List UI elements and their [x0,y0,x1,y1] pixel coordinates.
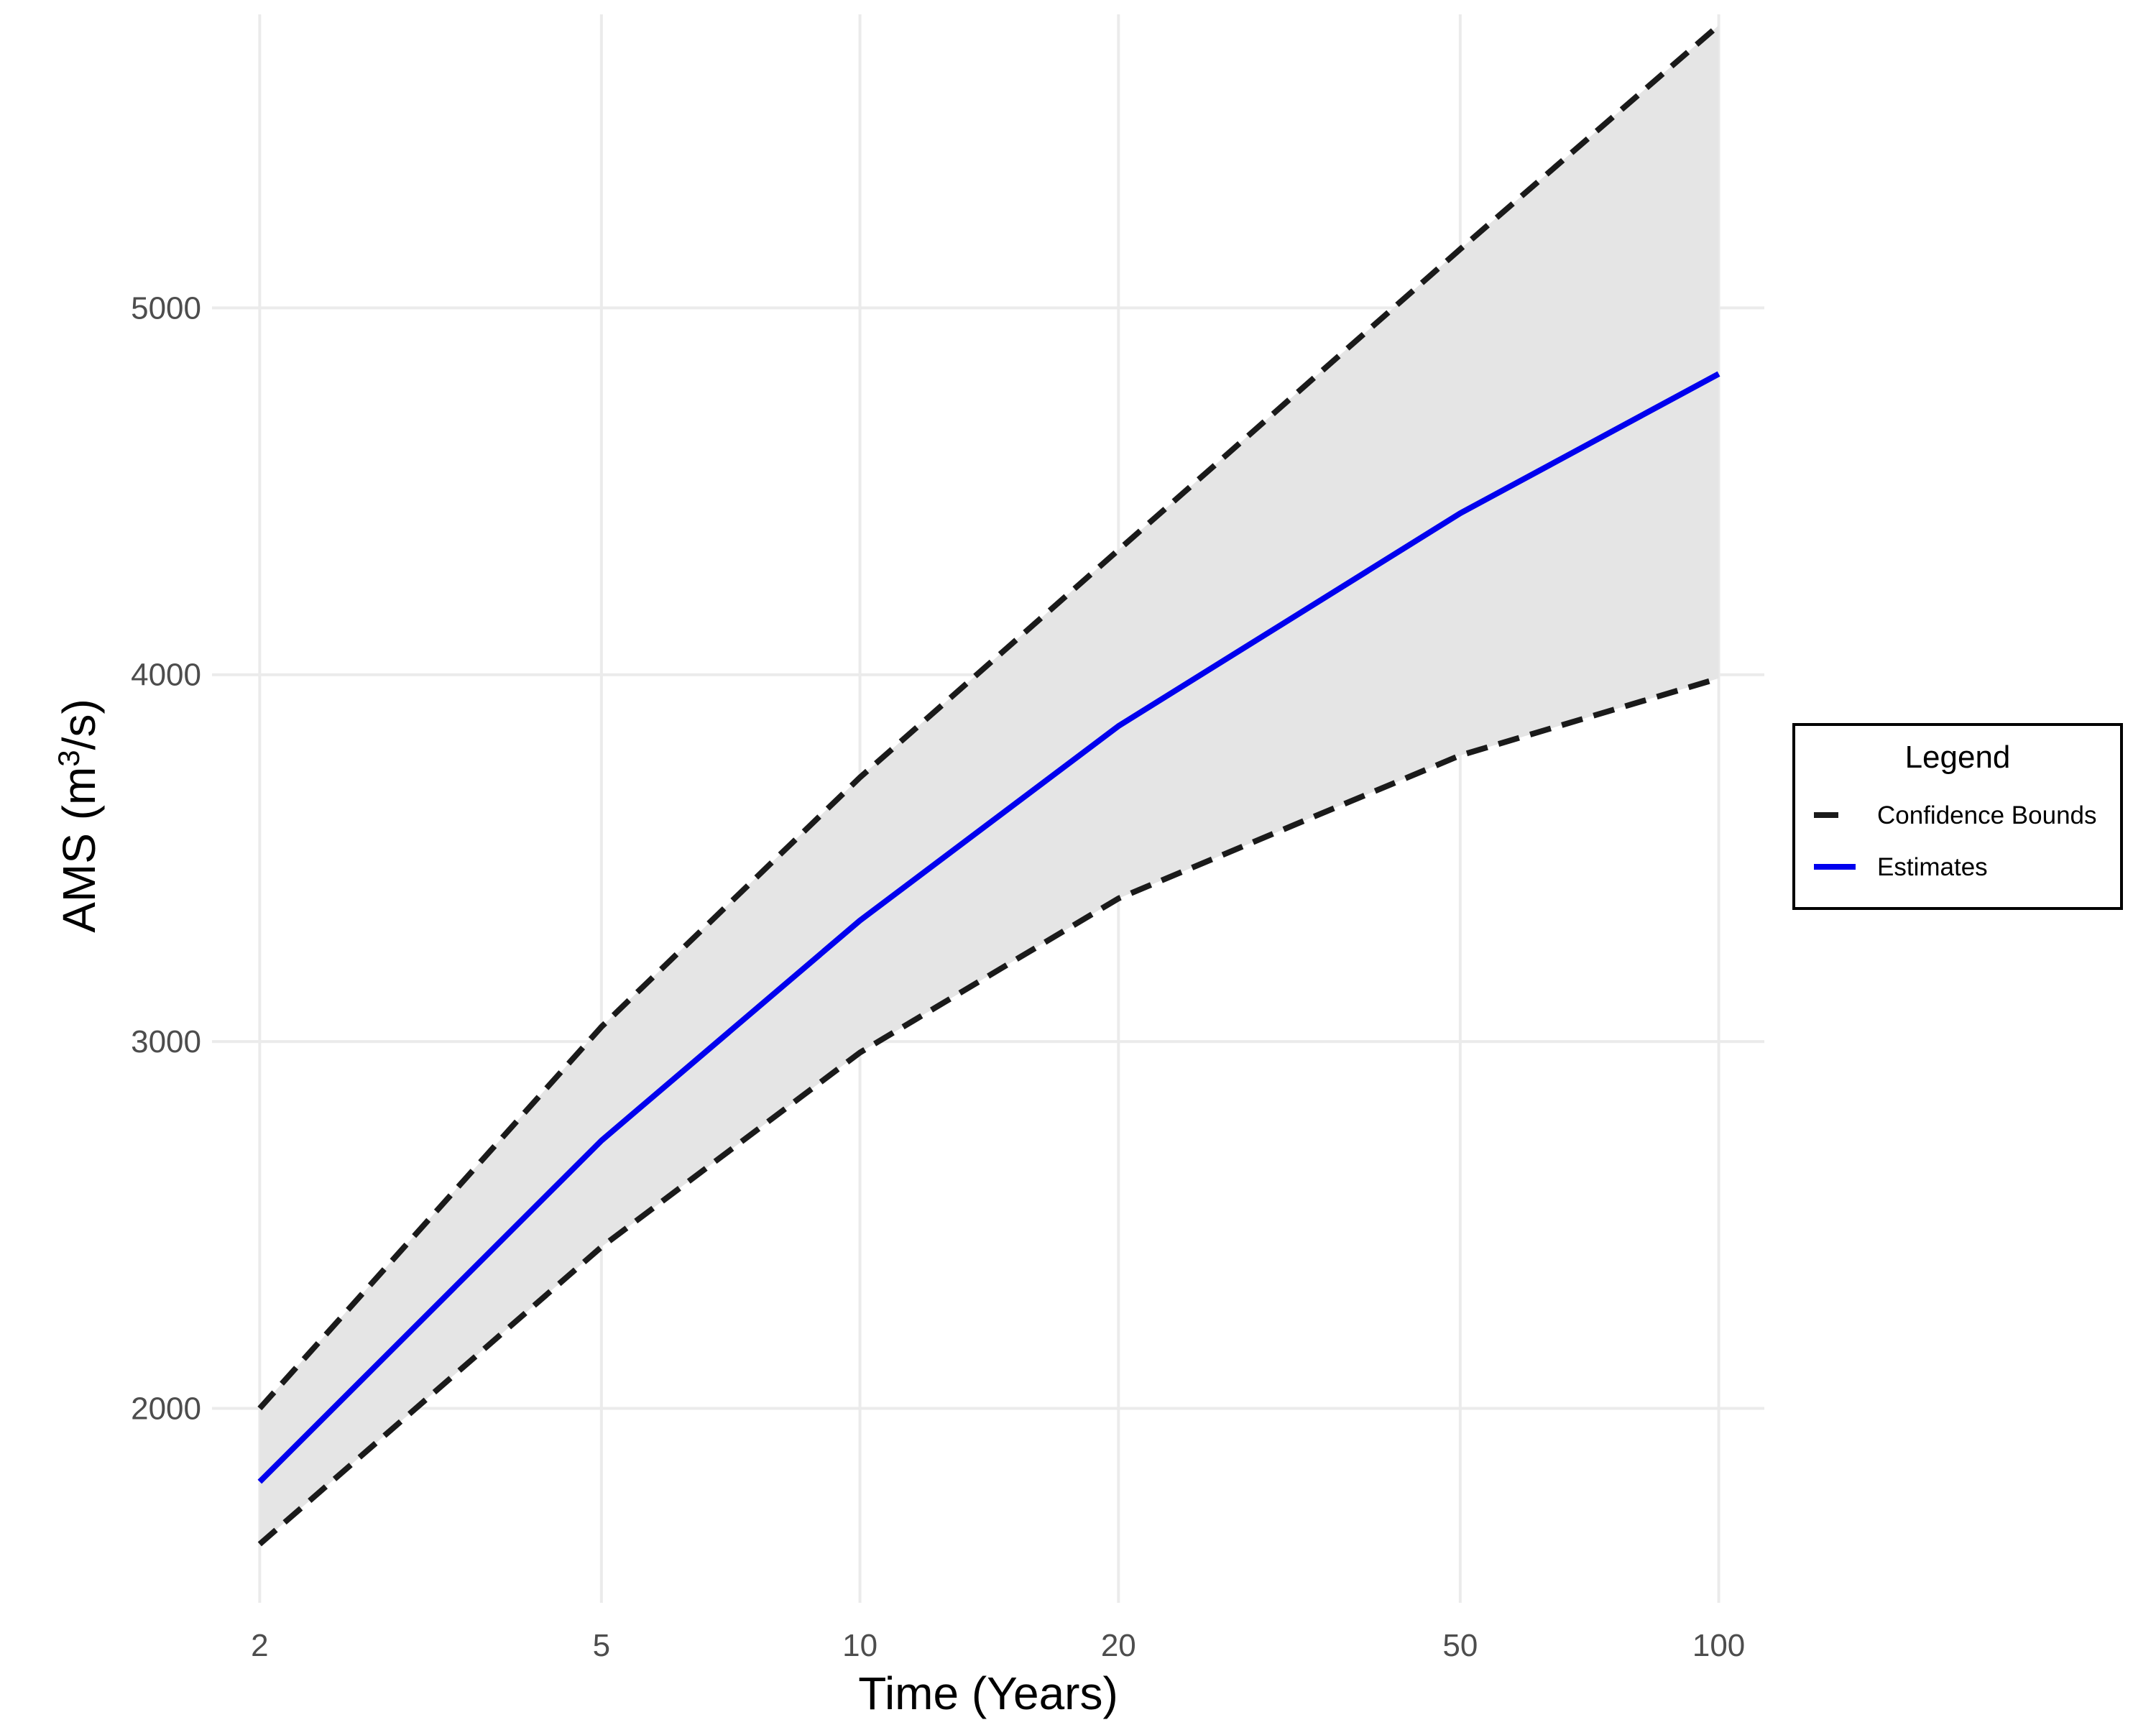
y-tick-label: 3000 [131,1024,201,1059]
gridlines [212,14,1764,1603]
x-tick-label: 2 [251,1628,268,1663]
data-point-estimates [1457,510,1463,516]
series-line-estimates [257,371,1720,1484]
x-tick-label: 10 [842,1628,877,1663]
legend-title: Legend [1905,740,2011,775]
tick-labels: 2000 3000 4000 5000 2 5 10 20 50 100 [131,290,1745,1663]
data-point-confidence-bounds-lower [857,1049,863,1055]
data-point-confidence-bounds-upper [257,1405,262,1411]
x-tick-label: 100 [1692,1628,1745,1663]
x-tick-label: 20 [1101,1628,1136,1663]
data-point-estimates [1716,371,1722,377]
y-tick-label: 2000 [131,1391,201,1426]
data-point-estimates [599,1138,604,1144]
x-tick-label: 5 [593,1628,610,1663]
y-axis-title: AMS (m3/s) [52,699,105,933]
data-point-confidence-bounds-lower [1457,753,1463,758]
data-point-estimates [257,1479,262,1485]
x-tick-label: 50 [1442,1628,1478,1663]
series-layer [257,22,1722,1547]
y-axis-title-suffix: /s) [53,699,105,750]
legend: Legend Confidence Bounds Estimates [1792,723,2123,910]
series-line-confidence-bounds-upper [257,23,1721,1411]
legend-box [1792,723,2123,910]
x-axis-title: Time (Years) [858,1668,1118,1719]
data-point-confidence-bounds-lower [1115,896,1121,901]
data-point-confidence-bounds-lower [1716,676,1722,681]
legend-label-confidence-bounds: Confidence Bounds [1877,801,2097,829]
data-point-estimates [857,918,863,924]
data-point-confidence-bounds-upper [1716,22,1722,28]
y-tick-label: 5000 [131,290,201,326]
data-point-confidence-bounds-lower [599,1244,604,1250]
y-tick-label: 4000 [131,658,201,693]
y-axis-title-prefix: AMS (m [53,767,105,933]
data-point-confidence-bounds-upper [1115,547,1121,553]
data-point-confidence-bounds-upper [857,775,863,781]
data-point-confidence-bounds-upper [1457,247,1463,252]
confidence-ribbon-layer [259,25,1719,1545]
legend-label-estimates: Estimates [1877,853,1988,881]
data-point-estimates [1115,723,1121,729]
confidence-ribbon [259,25,1719,1545]
data-point-confidence-bounds-lower [257,1541,262,1547]
series-line-confidence-bounds-lower [257,675,1720,1547]
y-axis-title-superscript: 3 [52,750,86,766]
data-point-confidence-bounds-upper [599,1024,604,1030]
